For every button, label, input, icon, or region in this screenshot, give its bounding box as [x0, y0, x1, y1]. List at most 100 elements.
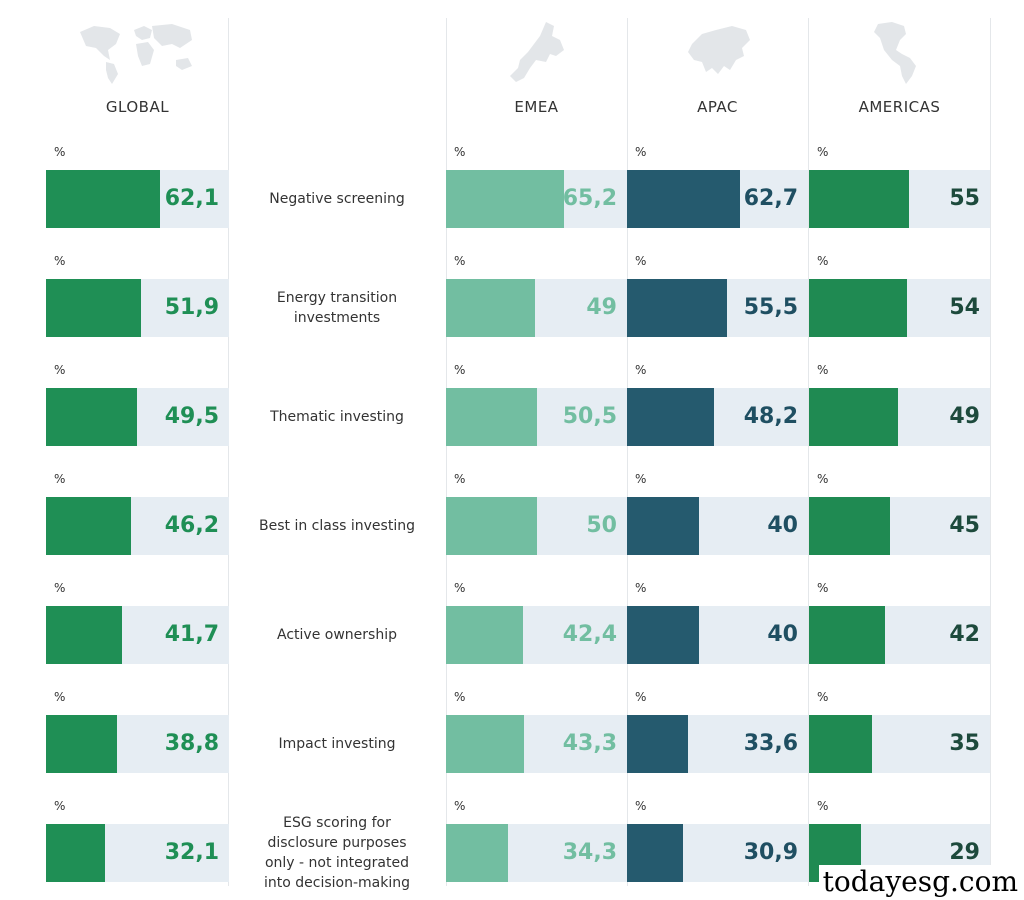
bar-apac [627, 388, 715, 446]
percent-unit-label: % [54, 254, 66, 268]
asia-map-icon [688, 26, 750, 74]
bar-global [46, 497, 131, 555]
percent-unit-label: % [54, 472, 66, 486]
bar-value-label: 46,2 [164, 513, 219, 538]
percent-unit-label: % [817, 472, 829, 486]
divider-line [990, 18, 991, 886]
bar-value-label: 42,4 [562, 622, 617, 647]
bar-track: 43,3 [446, 715, 627, 773]
bar-value-label: 65,2 [562, 186, 617, 211]
percent-unit-label: % [635, 690, 647, 704]
bar-value-label: 29 [949, 840, 980, 865]
bar-track: 42,4 [446, 606, 627, 664]
percent-unit-label: % [454, 363, 466, 377]
bar-global [46, 715, 117, 773]
bar-track: 40 [627, 497, 808, 555]
bar-value-label: 35 [949, 731, 980, 756]
percent-unit-label: % [817, 690, 829, 704]
bar-track: 46,2 [46, 497, 229, 555]
bar-emea [446, 606, 523, 664]
bar-value-label: 40 [767, 622, 798, 647]
percent-unit-label: % [635, 799, 647, 813]
bar-value-label: 50 [586, 513, 617, 538]
bar-value-label: 48,2 [743, 404, 798, 429]
bar-americas [809, 715, 873, 773]
percent-unit-label: % [635, 254, 647, 268]
column-header-americas: AMERICAS [858, 98, 941, 116]
bar-global [46, 279, 141, 337]
bar-value-label: 43,3 [562, 731, 617, 756]
bar-global [46, 170, 160, 228]
bar-track: 45 [809, 497, 990, 555]
bar-value-label: 45 [949, 513, 980, 538]
bar-emea [446, 715, 525, 773]
column-header-emea: EMEA [514, 98, 559, 116]
category-label: Negative screening [269, 191, 405, 207]
bar-apac [627, 824, 683, 882]
bar-americas [809, 170, 909, 228]
bar-value-label: 62,7 [743, 186, 798, 211]
bar-value-label: 62,1 [164, 186, 219, 211]
bar-track: 38,8 [46, 715, 229, 773]
percent-unit-label: % [54, 581, 66, 595]
watermark-text: todayesg.com [818, 865, 1022, 898]
bar-value-label: 41,7 [164, 622, 219, 647]
bar-americas [809, 497, 891, 555]
percent-unit-label: % [54, 363, 66, 377]
bar-value-label: 32,1 [164, 840, 219, 865]
bar-emea [446, 824, 509, 882]
bar-track: 35 [809, 715, 990, 773]
percent-unit-label: % [454, 254, 466, 268]
bar-value-label: 55,5 [743, 295, 798, 320]
bar-track: 42 [809, 606, 990, 664]
bar-value-label: 49 [949, 404, 980, 429]
column-header-global: GLOBAL [105, 98, 170, 116]
percent-unit-label: % [635, 145, 647, 159]
bar-americas [809, 279, 907, 337]
bar-track: 33,6 [627, 715, 808, 773]
percent-unit-label: % [635, 581, 647, 595]
percent-unit-label: % [635, 363, 647, 377]
bar-track: 32,1 [46, 824, 229, 882]
category-label: ESG scoring for disclosure purposes only… [263, 815, 410, 891]
bar-emea [446, 279, 535, 337]
bar-track: 40 [627, 606, 808, 664]
bar-value-label: 55 [949, 186, 980, 211]
bar-emea [446, 388, 538, 446]
bar-track: 30,9 [627, 824, 808, 882]
bar-apac [627, 606, 700, 664]
percent-unit-label: % [54, 799, 66, 813]
percent-unit-label: % [54, 690, 66, 704]
percent-unit-label: % [454, 472, 466, 486]
bar-track: 65,2 [446, 170, 627, 228]
bar-value-label: 54 [949, 295, 980, 320]
percent-unit-label: % [454, 799, 466, 813]
divider-line [627, 18, 628, 886]
bar-value-label: 49,5 [164, 404, 219, 429]
percent-unit-label: % [454, 690, 466, 704]
bar-track: 49,5 [46, 388, 229, 446]
bar-global [46, 824, 105, 882]
percent-unit-label: % [454, 581, 466, 595]
category-label: Best in class investing [259, 518, 415, 534]
category-label: Impact investing [278, 736, 396, 752]
bar-apac [627, 715, 688, 773]
bar-track: 48,2 [627, 388, 808, 446]
bar-value-label: 30,9 [743, 840, 798, 865]
bar-americas [809, 388, 898, 446]
bar-track: 62,1 [46, 170, 229, 228]
bar-value-label: 42 [949, 622, 980, 647]
bar-track: 50 [446, 497, 627, 555]
bar-value-label: 38,8 [164, 731, 219, 756]
bar-emea [446, 170, 564, 228]
world-map-icon [80, 24, 192, 84]
bar-global [46, 388, 137, 446]
bar-value-label: 33,6 [743, 731, 798, 756]
category-label: Active ownership [277, 627, 397, 643]
bar-global [46, 606, 123, 664]
percent-unit-label: % [817, 581, 829, 595]
bar-track: 62,7 [627, 170, 808, 228]
percent-unit-label: % [817, 254, 829, 268]
bar-value-label: 51,9 [164, 295, 219, 320]
americas-map-icon [874, 22, 916, 84]
